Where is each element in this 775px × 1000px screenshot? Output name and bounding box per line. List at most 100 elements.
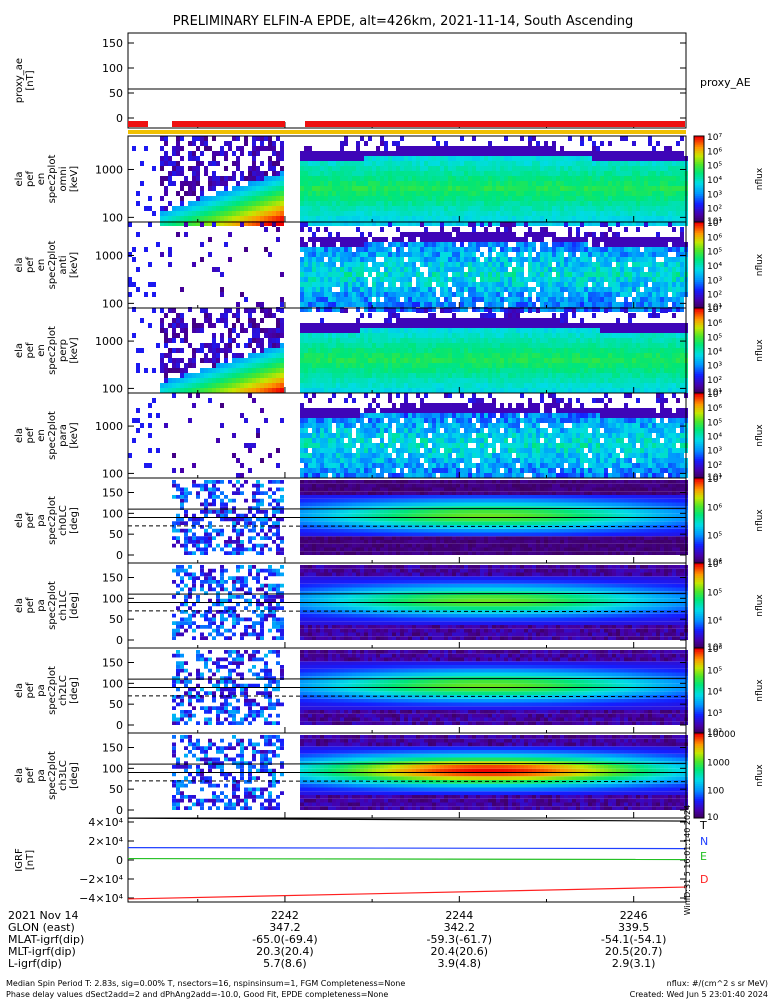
spectrogram-cell [548, 378, 552, 383]
spectrogram-cell [616, 252, 620, 257]
spectrogram-cell [420, 368, 424, 373]
spectrogram-cell [660, 181, 664, 186]
spectrogram-cell [624, 176, 628, 181]
spectrogram-cell [640, 252, 644, 257]
spectrogram-cell [564, 267, 568, 272]
spectrogram-cell [548, 333, 552, 338]
spectrogram-cell [440, 252, 444, 257]
spectrogram-cell [380, 216, 384, 221]
spectrogram-cell [472, 166, 476, 171]
spectrogram-cell [620, 247, 624, 252]
spectrogram-cell [332, 348, 336, 353]
spectrogram-cell [268, 383, 272, 388]
spectrogram-cell [208, 237, 212, 242]
spectrogram-cell [376, 328, 380, 333]
spectrogram-cell [404, 292, 408, 297]
spectrogram-cell [268, 196, 272, 201]
spectrogram-cell [240, 222, 244, 227]
spectrogram-cell [360, 368, 364, 373]
spectrogram-cell [424, 363, 428, 368]
spectrogram-cell [320, 191, 324, 196]
spectrogram-cell [188, 358, 192, 363]
spectrogram-cell [648, 262, 652, 267]
spectrogram-cell [228, 191, 232, 196]
spectrogram-cell [680, 297, 684, 302]
spectrogram-cell [220, 388, 224, 393]
spectrogram-cell [440, 358, 444, 363]
spectrogram-cell [456, 383, 460, 388]
spectrogram-cell [384, 201, 388, 206]
spectrogram-cell [632, 237, 636, 242]
spectrogram-cell [404, 287, 408, 292]
spectrogram-cell [220, 181, 224, 186]
spectrogram-cell [576, 232, 580, 237]
spectrogram-cell [324, 348, 328, 353]
spectrogram-cell [340, 211, 344, 216]
spectrogram-cell [556, 252, 560, 257]
spectrogram-cell [440, 232, 444, 237]
spectrogram-cell [524, 287, 528, 292]
spectrogram-cell [308, 373, 312, 378]
spectrogram-cell [476, 348, 480, 353]
spectrogram-cell [256, 146, 260, 151]
spectrogram-cell [532, 242, 536, 247]
spectrogram-cell [436, 191, 440, 196]
spectrogram-cell [472, 206, 476, 211]
spectrogram-cell [336, 237, 340, 242]
spectrogram-cell [360, 156, 364, 161]
spectrogram-cell [260, 302, 264, 307]
spectrogram-cell [168, 353, 172, 358]
spectrogram-cell [588, 181, 592, 186]
spectrogram-cell [412, 292, 416, 297]
spectrogram-cell [584, 333, 588, 338]
spectrogram-cell [544, 211, 548, 216]
spectrogram-cell [404, 302, 408, 307]
energy-ylabel-0-4: omni [58, 167, 69, 192]
spectrogram-cell [412, 171, 416, 176]
spectrogram-cell [344, 206, 348, 211]
spectrogram-cell [228, 373, 232, 378]
spectrogram-cell [612, 292, 616, 297]
spectrogram-cell [224, 242, 228, 247]
spectrogram-cell [568, 247, 572, 252]
spectrogram-cell [344, 237, 348, 242]
spectrogram-cell [304, 222, 308, 227]
spectrogram-cell [452, 242, 456, 247]
spectrogram-cell [228, 216, 232, 221]
spectrogram-cell [524, 222, 528, 227]
spectrogram-cell [488, 333, 492, 338]
spectrogram-cell [664, 272, 668, 277]
spectrogram-cell [540, 307, 544, 312]
spectrogram-cell [220, 221, 224, 226]
spectrogram-cell [424, 206, 428, 211]
spectrogram-cell [496, 368, 500, 373]
spectrogram-cell [388, 313, 392, 318]
spectrogram-cell [664, 171, 668, 176]
spectrogram-cell [144, 146, 148, 151]
spectrogram-cell [352, 196, 356, 201]
spectrogram-cell [308, 181, 312, 186]
spectrogram-cell [428, 211, 432, 216]
spectrogram-cell [404, 363, 408, 368]
spectrogram-cell [500, 257, 504, 262]
spectrogram-cell [468, 373, 472, 378]
spectrogram-cell [468, 216, 472, 221]
spectrogram-cell [384, 181, 388, 186]
spectrogram-cell [584, 151, 588, 156]
spectrogram-cell [504, 232, 508, 237]
spectrogram-cell [360, 287, 364, 292]
spectrogram-cell [468, 151, 472, 156]
spectrogram-cell [216, 181, 220, 186]
spectrogram-cell [368, 196, 372, 201]
spectrogram-cell [620, 176, 624, 181]
spectrogram-cell [508, 257, 512, 262]
spectrogram-cell [524, 373, 528, 378]
spectrogram-cell [208, 358, 212, 363]
spectrogram-cell [180, 373, 184, 378]
spectrogram-cell [568, 323, 572, 328]
spectrogram-cell [420, 348, 424, 353]
spectrogram-cell [500, 176, 504, 181]
spectrogram-cell [544, 368, 548, 373]
spectrogram-cell [532, 161, 536, 166]
